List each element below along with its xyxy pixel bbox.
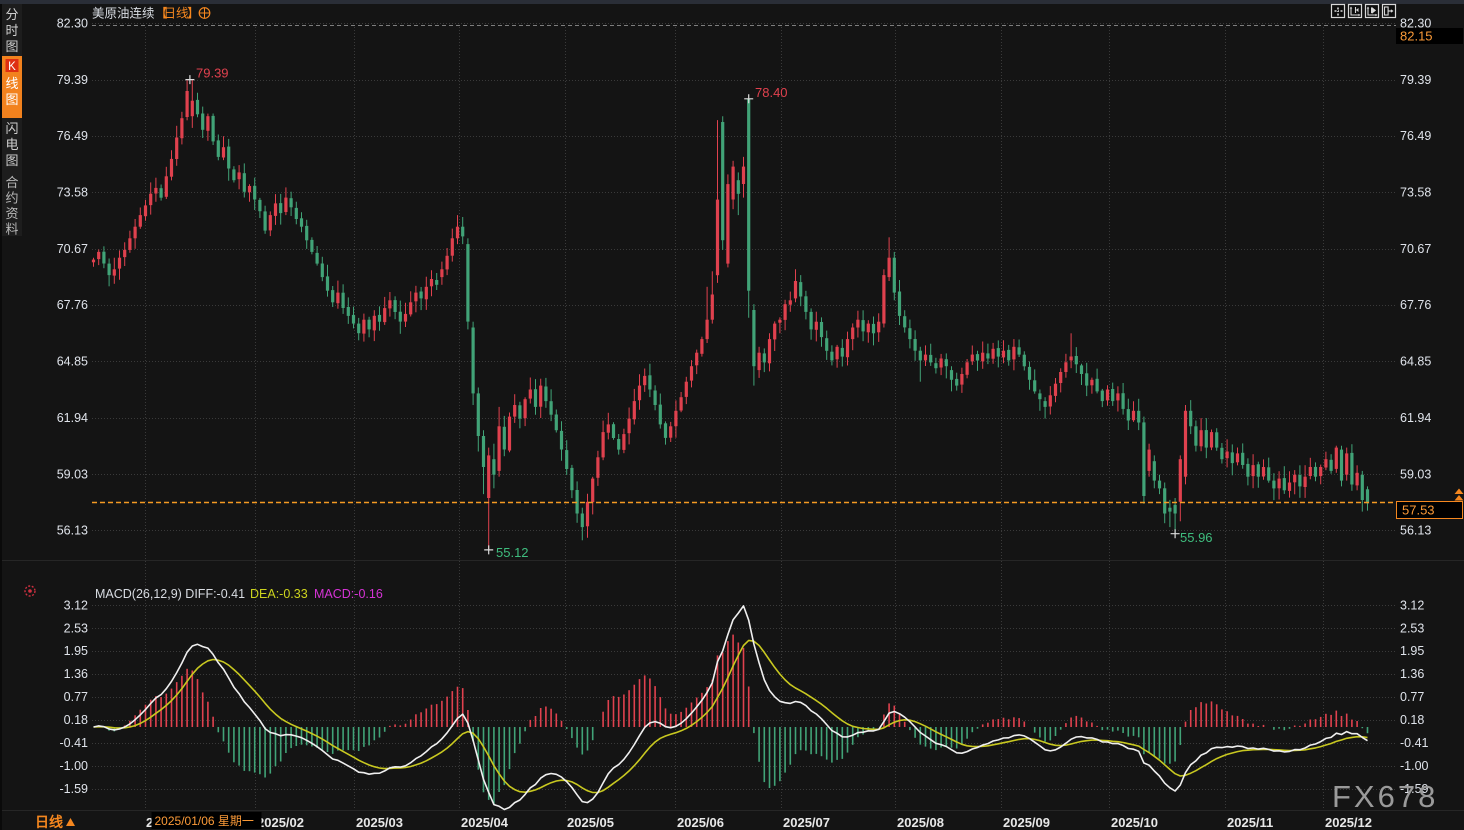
svg-text:78.40: 78.40 bbox=[755, 85, 788, 100]
svg-text:线: 线 bbox=[5, 76, 18, 91]
svg-text:2025/04: 2025/04 bbox=[461, 815, 509, 830]
svg-text:闪: 闪 bbox=[5, 121, 18, 136]
svg-text:资: 资 bbox=[5, 206, 18, 221]
svg-text:64.85: 64.85 bbox=[57, 355, 88, 369]
svg-text:1.95: 1.95 bbox=[1400, 644, 1424, 658]
svg-text:分: 分 bbox=[5, 7, 18, 22]
svg-text:56.13: 56.13 bbox=[57, 524, 88, 538]
svg-text:料: 料 bbox=[5, 222, 18, 237]
svg-text:73.58: 73.58 bbox=[1400, 185, 1431, 199]
svg-text:70.67: 70.67 bbox=[1400, 242, 1431, 256]
svg-text:MACD:-0.16: MACD:-0.16 bbox=[314, 587, 383, 601]
svg-text:73.58: 73.58 bbox=[57, 185, 88, 199]
svg-text:3.12: 3.12 bbox=[64, 599, 88, 613]
svg-text:79.39: 79.39 bbox=[57, 73, 88, 87]
svg-text:时: 时 bbox=[5, 23, 18, 38]
svg-text:1.36: 1.36 bbox=[64, 667, 88, 681]
svg-text:2025/11: 2025/11 bbox=[1227, 815, 1273, 830]
svg-text:76.49: 76.49 bbox=[1400, 129, 1431, 143]
svg-text:0.18: 0.18 bbox=[1400, 713, 1424, 727]
svg-text:76.49: 76.49 bbox=[57, 129, 88, 143]
svg-text:电: 电 bbox=[5, 137, 18, 152]
svg-text:合: 合 bbox=[5, 175, 18, 190]
svg-text:-0.41: -0.41 bbox=[60, 736, 89, 750]
svg-text:】: 】 bbox=[187, 7, 200, 21]
svg-text:3.12: 3.12 bbox=[1400, 599, 1424, 613]
svg-text:0.77: 0.77 bbox=[64, 690, 88, 704]
svg-text:DEA:-0.33: DEA:-0.33 bbox=[250, 587, 308, 601]
svg-text:2025/10: 2025/10 bbox=[1111, 815, 1158, 830]
svg-text:K: K bbox=[8, 61, 16, 73]
svg-text:-1.59: -1.59 bbox=[1400, 782, 1429, 796]
svg-text:1.36: 1.36 bbox=[1400, 667, 1424, 681]
svg-text:79.39: 79.39 bbox=[1400, 73, 1431, 87]
svg-text:2.53: 2.53 bbox=[1400, 622, 1424, 636]
svg-text:-1.00: -1.00 bbox=[60, 759, 89, 773]
svg-text:61.94: 61.94 bbox=[1400, 411, 1431, 425]
svg-text:56.13: 56.13 bbox=[1400, 524, 1431, 538]
svg-text:2025/03: 2025/03 bbox=[356, 815, 403, 830]
svg-text:2.53: 2.53 bbox=[64, 622, 88, 636]
svg-text:64.85: 64.85 bbox=[1400, 355, 1431, 369]
svg-text:2025/07: 2025/07 bbox=[783, 815, 830, 830]
svg-text:FX678: FX678 bbox=[1332, 779, 1438, 814]
svg-text:图: 图 bbox=[5, 39, 18, 54]
svg-text:61.94: 61.94 bbox=[57, 411, 88, 425]
svg-text:67.76: 67.76 bbox=[1400, 298, 1431, 312]
svg-text:-0.41: -0.41 bbox=[1400, 736, 1429, 750]
svg-text:2025/08: 2025/08 bbox=[897, 815, 944, 830]
svg-text:【: 【 bbox=[155, 7, 168, 21]
svg-text:82.30: 82.30 bbox=[57, 16, 88, 30]
svg-text:2025/09: 2025/09 bbox=[1003, 815, 1050, 830]
svg-text:82.15: 82.15 bbox=[1400, 29, 1433, 44]
svg-text:55.96: 55.96 bbox=[1180, 530, 1213, 545]
svg-text:日线: 日线 bbox=[35, 814, 63, 830]
svg-text:57.53: 57.53 bbox=[1402, 503, 1435, 518]
svg-text:2025/05: 2025/05 bbox=[567, 815, 614, 830]
svg-text:82.30: 82.30 bbox=[1400, 16, 1431, 30]
svg-text:70.67: 70.67 bbox=[57, 242, 88, 256]
svg-text:1.95: 1.95 bbox=[64, 644, 88, 658]
svg-text:日线: 日线 bbox=[164, 7, 190, 21]
svg-text:59.03: 59.03 bbox=[57, 467, 88, 481]
svg-text:2025/02: 2025/02 bbox=[257, 815, 304, 830]
svg-text:67.76: 67.76 bbox=[57, 298, 88, 312]
svg-text:图: 图 bbox=[5, 153, 18, 168]
svg-text:2025/06: 2025/06 bbox=[677, 815, 724, 830]
svg-text:美原油连续: 美原油连续 bbox=[92, 6, 155, 21]
svg-text:59.03: 59.03 bbox=[1400, 467, 1431, 481]
svg-text:79.39: 79.39 bbox=[196, 66, 229, 81]
svg-text:-1.00: -1.00 bbox=[1400, 759, 1429, 773]
svg-text:55.12: 55.12 bbox=[496, 545, 529, 560]
svg-text:-1.59: -1.59 bbox=[60, 782, 89, 796]
svg-text:2025/01/06 星期一: 2025/01/06 星期一 bbox=[155, 814, 254, 828]
svg-text:0.18: 0.18 bbox=[64, 713, 88, 727]
svg-text:0.77: 0.77 bbox=[1400, 690, 1424, 704]
svg-text:约: 约 bbox=[5, 191, 18, 206]
svg-text:图: 图 bbox=[5, 92, 18, 107]
svg-text:MACD(26,12,9) DIFF:-0.41: MACD(26,12,9) DIFF:-0.41 bbox=[95, 587, 245, 601]
svg-text:2025/12: 2025/12 bbox=[1325, 815, 1372, 830]
